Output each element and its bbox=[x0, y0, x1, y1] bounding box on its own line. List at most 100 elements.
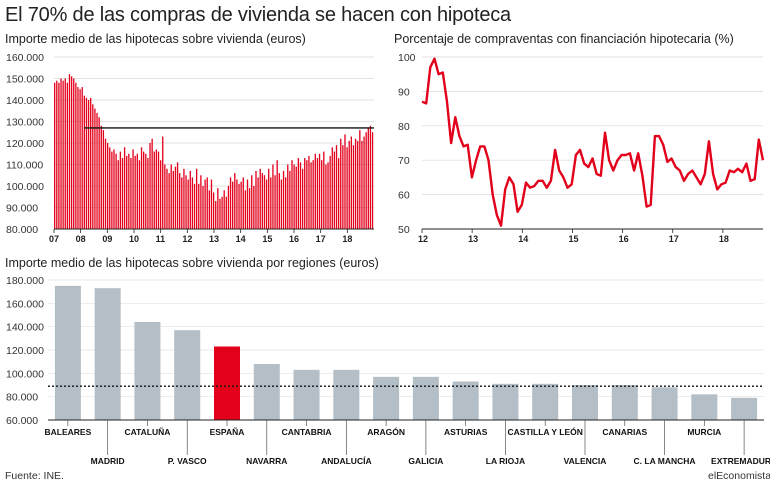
chart1-bar bbox=[200, 175, 202, 229]
chart3-bar bbox=[611, 385, 638, 420]
chart1-bar bbox=[287, 164, 289, 229]
chart1-x-tick: 17 bbox=[316, 234, 326, 244]
chart1-y-tick: 150.000 bbox=[6, 74, 44, 86]
chart1-bar bbox=[191, 177, 194, 229]
chart1-bar bbox=[327, 162, 329, 229]
chart1-bar bbox=[123, 147, 126, 229]
chart1-bar bbox=[335, 145, 338, 229]
chart1-bar bbox=[132, 149, 134, 229]
chart1-bar bbox=[117, 160, 119, 229]
chart1-bar bbox=[363, 136, 365, 229]
chart1-bar bbox=[354, 138, 357, 229]
chart1-bar bbox=[352, 145, 355, 229]
chart3-bar bbox=[293, 369, 320, 420]
chart1-bar bbox=[321, 160, 323, 229]
chart1-bar bbox=[104, 138, 107, 229]
chart1-bar bbox=[346, 147, 348, 229]
chart3-y-tick: 100.000 bbox=[6, 368, 44, 380]
chart1-bar bbox=[136, 153, 138, 229]
chart1-bar bbox=[344, 134, 346, 229]
chart1-bar bbox=[306, 160, 308, 229]
chart2-x-tick: 13 bbox=[468, 234, 478, 244]
chart1-bar bbox=[98, 117, 100, 229]
chart1-bar bbox=[87, 100, 90, 229]
chart1-bar bbox=[359, 130, 361, 229]
chart1-bar bbox=[304, 158, 306, 229]
chart1-bar bbox=[121, 158, 124, 229]
chart1-bar bbox=[140, 147, 143, 229]
chart1-bar bbox=[206, 177, 208, 229]
chart1-bar bbox=[83, 95, 85, 229]
chart1-bar bbox=[265, 179, 268, 229]
chart3-category-label: ESPAÑA bbox=[210, 427, 245, 437]
source-note: Fuente: INE. bbox=[5, 470, 64, 482]
chart2-x-tick: 12 bbox=[418, 234, 428, 244]
chart2-y-tick: 90 bbox=[398, 86, 410, 98]
chart3-bar bbox=[492, 383, 519, 420]
chart3-y-tick: 120.000 bbox=[6, 345, 44, 357]
chart1-y-tick: 100.000 bbox=[6, 181, 44, 193]
chart1-bar bbox=[270, 177, 272, 229]
chart1-bar bbox=[128, 153, 130, 229]
chart1-bar bbox=[299, 162, 302, 229]
chart3-category-label: CANTABRIA bbox=[282, 427, 332, 437]
chart1-y-tick: 120.000 bbox=[6, 138, 44, 150]
chart1-bar bbox=[367, 127, 369, 229]
chart1-bar bbox=[263, 175, 266, 229]
chart1-bar bbox=[369, 125, 372, 229]
chart1-x-tick: 08 bbox=[76, 234, 86, 244]
chart1-bar bbox=[189, 170, 191, 229]
chart1-y-tick: 80.000 bbox=[6, 224, 38, 236]
chart1-bar bbox=[234, 173, 236, 229]
chart2-y-tick: 60 bbox=[398, 190, 410, 202]
chart3-bar bbox=[54, 285, 81, 420]
chart1-bar bbox=[94, 108, 96, 229]
chart1-bar bbox=[329, 155, 331, 229]
chart1-x-tick: 15 bbox=[262, 234, 272, 244]
chart2-series-line bbox=[421, 57, 765, 227]
chart1-bar bbox=[81, 87, 83, 229]
chart1-bar bbox=[113, 149, 115, 229]
chart1-bar bbox=[138, 160, 141, 229]
chart3-category-label: C. LA MANCHA bbox=[634, 456, 696, 466]
chart1-bar bbox=[153, 151, 155, 229]
chart1-bar bbox=[371, 132, 374, 229]
chart1-bar bbox=[282, 170, 285, 229]
chart3-category-label: ANDALUCÍA bbox=[321, 456, 372, 466]
chart1-x-tick: 18 bbox=[342, 234, 352, 244]
chart1-bar bbox=[179, 173, 181, 229]
chart1-y-tick: 160.000 bbox=[6, 52, 44, 64]
chart1-bar bbox=[221, 196, 223, 229]
chart2-x-tick: 15 bbox=[568, 234, 578, 244]
chart1-bar bbox=[126, 155, 128, 229]
chart1-bar bbox=[208, 190, 211, 229]
chart1-bar bbox=[77, 87, 79, 229]
chart3-y-tick: 60.000 bbox=[6, 415, 38, 427]
chart1-bar bbox=[62, 80, 64, 230]
chart1-bar bbox=[90, 97, 92, 229]
chart2-y-tick: 100 bbox=[398, 52, 416, 64]
chart1-bar bbox=[331, 147, 333, 229]
chart1-bar bbox=[236, 179, 238, 229]
chart1-bar bbox=[361, 140, 363, 229]
chart2-x-tick: 17 bbox=[669, 234, 679, 244]
chart3-bar bbox=[134, 322, 161, 420]
chart1-bar bbox=[257, 177, 259, 229]
chart1-bar bbox=[145, 153, 147, 229]
chart3-bar bbox=[214, 346, 240, 420]
chart1-bar bbox=[185, 175, 187, 229]
chart1-x-tick: 11 bbox=[156, 234, 166, 244]
chart1-bar bbox=[64, 78, 66, 229]
chart1-bar bbox=[223, 190, 225, 229]
chart1-bar bbox=[96, 112, 98, 229]
chart1-x-tick: 12 bbox=[182, 234, 192, 244]
chart1-bar bbox=[100, 125, 102, 229]
chart2-x-tick: 18 bbox=[719, 234, 729, 244]
chart3-category-label: LA RIOJA bbox=[486, 456, 525, 466]
chart1-bar bbox=[357, 140, 359, 229]
chart1-bar bbox=[202, 186, 204, 229]
chart1-bar bbox=[217, 188, 219, 229]
chart1-bar bbox=[176, 162, 179, 229]
chart1-y-tick: 140.000 bbox=[6, 95, 44, 107]
